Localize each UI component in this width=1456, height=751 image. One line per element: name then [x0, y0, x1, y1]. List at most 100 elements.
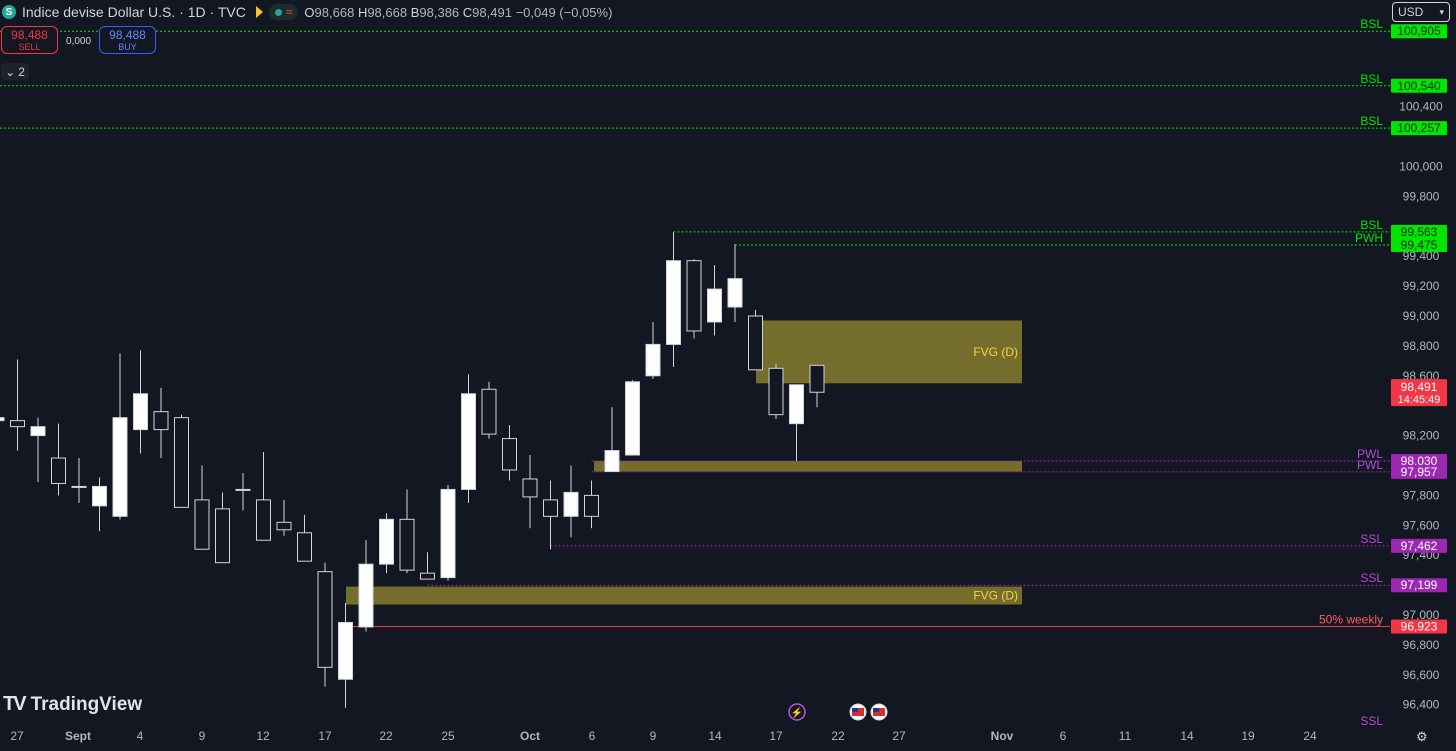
us-flag-icon — [852, 708, 858, 712]
candle-body — [399, 518, 415, 571]
market-open-icon — [274, 8, 282, 16]
price-axis-label: 97,600 — [1403, 518, 1440, 532]
tradingview-mark-icon: TV — [3, 693, 27, 715]
price-axis-label: 97,800 — [1403, 488, 1440, 502]
time-axis-label: 22 — [831, 729, 845, 743]
level-label: BSL — [1360, 17, 1383, 31]
price-axis-label: 99,400 — [1403, 249, 1440, 263]
price-axis-label: 99,200 — [1403, 279, 1440, 293]
level-price-tag — [1391, 224, 1447, 239]
level-price-value: 100,905 — [1397, 24, 1441, 38]
time-axis-label: 11 — [1119, 729, 1132, 743]
market-status[interactable]: ≈ — [268, 4, 299, 20]
price-axis-label: 97,000 — [1403, 608, 1440, 622]
candle-body — [584, 494, 599, 517]
level-label: BSL — [1360, 114, 1383, 128]
level-label: BSL — [1360, 72, 1383, 86]
price-axis-label: 96,600 — [1403, 668, 1440, 682]
candle-body — [461, 393, 476, 490]
level-price-value: 97,199 — [1401, 578, 1438, 592]
flag-icon[interactable] — [255, 6, 263, 18]
price-axis-label: 100,000 — [1399, 160, 1443, 174]
level-label: SSL — [1360, 532, 1383, 546]
level-price-value: 99,563 — [1401, 225, 1438, 239]
high-value: 98,668 — [367, 4, 408, 20]
time-axis-label: 25 — [441, 729, 455, 743]
price-axis-label: 98,200 — [1403, 429, 1440, 443]
last-price-tag — [1391, 379, 1447, 407]
fvg-zone — [594, 461, 1022, 472]
candle-body — [297, 532, 312, 562]
candle-body — [174, 417, 189, 508]
candle-body — [563, 491, 579, 517]
time-axis-label: 9 — [650, 729, 657, 743]
chart-header: S Indice devise Dollar U.S. · 1D · TVC ≈… — [2, 2, 612, 22]
price-axis-label: 99,000 — [1403, 309, 1440, 323]
time-axis-label: 17 — [769, 729, 783, 743]
candle-body — [358, 563, 374, 628]
level-price-tag — [1391, 464, 1447, 479]
candle-body — [604, 450, 620, 472]
candle-body — [789, 384, 804, 425]
candle-body — [235, 488, 251, 491]
time-axis-label: 4 — [137, 729, 144, 743]
time-axis-label: Sept — [65, 729, 91, 743]
fvg-zone — [756, 320, 1022, 384]
us-flag-icon — [873, 708, 879, 712]
time-axis-label: 14 — [708, 729, 722, 743]
spread-value: 0,000 — [66, 36, 92, 47]
candle-body — [645, 343, 661, 377]
candle-body — [522, 478, 538, 498]
settings-icon[interactable]: ⚙ — [1416, 729, 1428, 744]
tradingview-logo[interactable]: TV TradingView — [3, 693, 142, 716]
level-label: SSL — [1360, 571, 1383, 585]
buy-label: BUY — [118, 42, 137, 52]
time-axis-label: 24 — [1303, 729, 1317, 743]
candle-body — [379, 518, 394, 565]
candle-body — [440, 488, 456, 579]
price-axis-label: 96,400 — [1403, 698, 1440, 712]
buy-button[interactable]: 98,488 BUY — [99, 26, 156, 54]
currency-select[interactable]: USD ▾ — [1392, 2, 1450, 22]
candle-body — [51, 457, 66, 484]
buy-price: 98,488 — [109, 28, 146, 42]
candle-body — [502, 438, 517, 471]
level-price-value: 97,957 — [1401, 465, 1438, 479]
time-axis-label: 22 — [379, 729, 393, 743]
level-price-value: 100,257 — [1397, 121, 1441, 135]
candle-body — [71, 485, 87, 488]
candle-body — [317, 571, 333, 668]
lightning-icon: ⚡ — [791, 706, 803, 719]
time-axis-label: 19 — [1241, 729, 1255, 743]
chevron-down-icon: ▾ — [1439, 6, 1444, 17]
time-axis-label: 14 — [1180, 729, 1194, 743]
candle-body — [338, 621, 353, 680]
indicators-toggle-button[interactable]: ⌄ 2 — [1, 63, 29, 80]
delayed-data-icon: ≈ — [285, 5, 293, 19]
fvg-label: FVG (D) — [973, 589, 1018, 603]
candle-body — [543, 499, 558, 517]
close-value: 98,491 — [472, 4, 512, 20]
level-price-value: 99,475 — [1401, 238, 1438, 252]
time-axis-label: 27 — [10, 729, 24, 743]
brand-name: TradingView — [30, 693, 143, 715]
level-price-tag — [1391, 454, 1447, 469]
level-price-tag — [1391, 538, 1447, 553]
candle-body — [420, 572, 435, 580]
bar-countdown: 14:45:49 — [1398, 394, 1441, 406]
sell-button[interactable]: 98,488 SELL — [1, 26, 58, 54]
symbol-title[interactable]: Indice devise Dollar U.S. · 1D · TVC — [22, 4, 246, 20]
candle-body — [768, 367, 784, 416]
change-value: −0,049 (−0,05%) — [515, 4, 613, 20]
symbol-logo-icon: S — [2, 5, 16, 19]
level-price-tag — [1391, 24, 1447, 39]
level-label: 50% weekly — [1319, 613, 1383, 627]
time-axis-label: Nov — [991, 729, 1014, 743]
candle-body — [215, 508, 230, 564]
time-axis-label: 6 — [1060, 729, 1067, 743]
ohlc-values: O98,668 H98,668 B98,386 C98,491 −0,049 (… — [304, 4, 613, 20]
candle-body — [30, 426, 46, 437]
candle-body — [153, 411, 169, 431]
candle-body — [748, 315, 763, 371]
